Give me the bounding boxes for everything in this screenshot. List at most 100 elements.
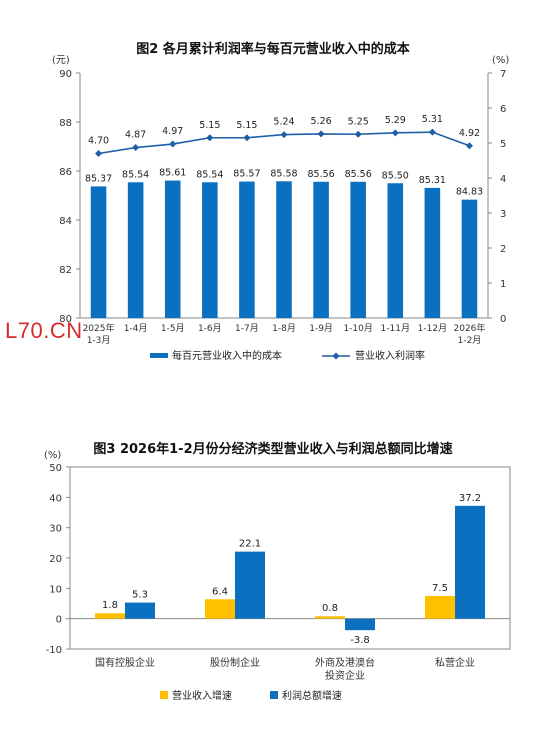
chart-growth-by-ownership: 图3 2026年1-2月份分经济类型营业收入与利润总额同比增速 (%) -10 0 1… xyxy=(0,420,546,725)
chart1-legend-bar-label: 每百元营业收入中的成本 xyxy=(172,349,282,362)
chart1-category-label: 1-2月 xyxy=(458,335,482,346)
chart1-line-label: 4.92 xyxy=(459,128,480,139)
chart1-category-label: 1-8月 xyxy=(272,323,296,334)
chart1-bar xyxy=(90,186,107,318)
chart1-bar xyxy=(164,180,181,318)
chart1-left-tick-label: 84 xyxy=(59,216,72,227)
chart1-right-tick-label: 3 xyxy=(500,209,506,220)
chart1-category-label: 1-4月 xyxy=(124,323,148,334)
chart2-category-label: 投资企业 xyxy=(325,669,365,682)
chart1-legend-bar-swatch xyxy=(150,353,168,358)
chart2-bar xyxy=(455,505,485,619)
chart1-left-tick-label: 80 xyxy=(59,314,72,325)
chart2-y-tick-label: 10 xyxy=(49,584,62,595)
chart1-bar xyxy=(202,182,218,318)
chart1-bar xyxy=(239,181,255,318)
chart1-category-label: 1-6月 xyxy=(198,323,222,334)
chart1-left-unit: (元) xyxy=(52,55,70,66)
chart2-bar-label: 5.3 xyxy=(132,590,148,601)
chart1-bar-label: 85.54 xyxy=(122,169,149,180)
chart1-line-label: 5.26 xyxy=(311,116,332,127)
watermark-logo: L70.CN xyxy=(5,318,83,343)
chart2-category-label: 私营企业 xyxy=(435,656,475,669)
chart2-bar xyxy=(345,618,375,631)
chart2-category-label: 国有控股企业 xyxy=(95,656,155,669)
chart2-legend-swatch-profit xyxy=(270,691,278,699)
chart2-plot-frame xyxy=(69,466,511,650)
chart1-bar-label: 84.83 xyxy=(456,187,483,198)
chart1-bar xyxy=(387,183,404,318)
chart1-line-point xyxy=(391,129,399,137)
chart2-title: 图3 2026年1-2月份分经济类型营业收入与利润总额同比增速 xyxy=(93,442,453,457)
chart2-legend-swatch-revenue xyxy=(160,691,168,699)
chart2-bar xyxy=(315,616,345,619)
chart1-bar-label: 85.57 xyxy=(233,169,260,180)
chart2-bar xyxy=(235,551,265,619)
chart1-bar-label: 85.54 xyxy=(196,169,223,180)
chart2-y-tick-label: 50 xyxy=(49,463,62,474)
chart1-left-tick-label: 86 xyxy=(59,167,72,178)
chart1-right-tick-label: 7 xyxy=(500,69,506,80)
chart1-line-point xyxy=(280,131,288,139)
chart1-bar-label: 85.56 xyxy=(345,169,372,180)
chart2-y-tick-label: 30 xyxy=(49,524,62,535)
chart1-line-label: 5.25 xyxy=(348,116,369,127)
chart1-line-point xyxy=(465,142,473,150)
chart1-left-tick-label: 90 xyxy=(59,69,72,80)
chart2-y-tick-label: 0 xyxy=(56,615,62,626)
chart1-legend-line-label: 营业收入利润率 xyxy=(355,349,425,362)
chart2-bar xyxy=(205,599,235,619)
chart1-line-point xyxy=(95,150,103,157)
chart1-line-label: 5.24 xyxy=(273,117,294,128)
chart1-line-label: 5.15 xyxy=(199,120,220,131)
chart1-bar xyxy=(127,182,144,318)
chart2-category-label: 股份制企业 xyxy=(210,656,260,669)
chart1-right-tick-label: 0 xyxy=(500,314,506,325)
chart2-y-tick-label: 20 xyxy=(49,554,62,565)
chart1-line-point xyxy=(354,130,362,138)
chart1-category-label: 1-5月 xyxy=(161,323,185,334)
chart1-legend-line-marker xyxy=(332,352,340,360)
chart2-legend-label-revenue: 营业收入增速 xyxy=(172,689,232,702)
chart1-line-label: 4.87 xyxy=(125,130,146,141)
chart2-bar xyxy=(95,613,125,619)
chart1-svg: (元) (%) 80 82 84 86 88 90 0 1 2 3 4 5 6 7 85.37 85.54 85.6… xyxy=(52,55,509,362)
chart1-bar-label: 85.56 xyxy=(307,169,334,180)
chart1-bar xyxy=(313,181,329,318)
chart1-bar xyxy=(424,187,441,318)
chart1-right-tick-label: 1 xyxy=(500,279,506,290)
chart2-bar-label: 6.4 xyxy=(212,586,228,597)
chart1-line-point xyxy=(206,134,214,142)
chart1-line-point xyxy=(317,130,325,138)
chart2-bar-label: 22.1 xyxy=(239,539,261,550)
chart1-right-tick-label: 2 xyxy=(500,244,506,255)
chart1-bar-label: 85.61 xyxy=(159,168,186,179)
chart1-line-label: 5.15 xyxy=(236,120,257,131)
chart1-bar-label: 85.37 xyxy=(85,173,112,184)
chart2-bar-label: 1.8 xyxy=(102,600,118,611)
chart1-right-tick-label: 5 xyxy=(500,139,506,150)
chart1-line-label: 5.29 xyxy=(385,115,406,126)
chart1-category-label: 1-12月 xyxy=(418,323,447,334)
chart1-category-label: 1-7月 xyxy=(235,323,259,334)
chart2-bar-label: 37.2 xyxy=(459,493,481,504)
chart1-category-label: 2026年 xyxy=(454,322,486,334)
chart2-svg: (%) -10 0 10 20 30 40 50 1.8 6.4 0.8 7.5 5.3 22.1 -3.8… xyxy=(44,450,511,702)
chart1-category-label: 1-11月 xyxy=(381,323,410,334)
chart1-line-point xyxy=(169,140,177,148)
chart1-bar-label: 85.50 xyxy=(382,170,409,181)
chart1-right-unit: (%) xyxy=(492,55,509,66)
chart2-bar xyxy=(425,595,455,619)
chart1-bar xyxy=(461,199,478,318)
chart1-line-label: 4.97 xyxy=(162,126,183,137)
chart2-category-label: 外商及港澳台 xyxy=(315,656,375,669)
chart1-left-tick-label: 88 xyxy=(59,118,72,129)
chart2-bar-label: -3.8 xyxy=(350,635,370,646)
chart2-bar-label: 7.5 xyxy=(432,583,448,594)
chart1-bar-label: 85.58 xyxy=(270,168,297,179)
chart1-title: 图2 各月累计利润率与每百元营业收入中的成本 xyxy=(136,42,410,57)
chart2-legend-label-profit: 利润总额增速 xyxy=(282,689,342,702)
chart2-bar xyxy=(125,602,155,619)
chart1-line-point xyxy=(243,134,251,142)
chart1-right-tick-label: 6 xyxy=(500,104,506,115)
